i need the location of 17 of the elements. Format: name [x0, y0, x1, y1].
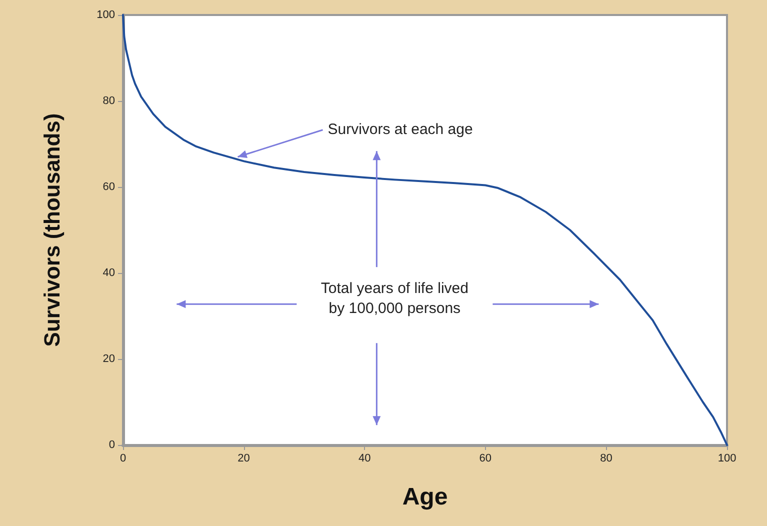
y-tick-label: 100 [96, 9, 115, 21]
y-tick-label: 0 [108, 439, 115, 451]
x-tick-label: 80 [600, 452, 612, 464]
y-tick-label: 80 [102, 95, 115, 107]
x-tick-label: 0 [120, 452, 126, 464]
y-tick-label: 60 [102, 181, 115, 193]
x-tick-label: 20 [238, 452, 250, 464]
annotation: Total years of life lived by 100,000 persons [320, 280, 468, 318]
x-tick-label: 40 [358, 452, 371, 464]
y-tick-label: 40 [102, 267, 115, 279]
annotation: Survivors at each age [328, 120, 473, 138]
y-axis-title: Survivors (thousands) [40, 113, 64, 347]
y-tick-label: 20 [102, 353, 115, 365]
line-series [122, 14, 728, 446]
x-tick-label: 100 [718, 452, 736, 464]
x-tick-label: 60 [479, 452, 492, 464]
x-axis-title: Age [402, 484, 448, 510]
